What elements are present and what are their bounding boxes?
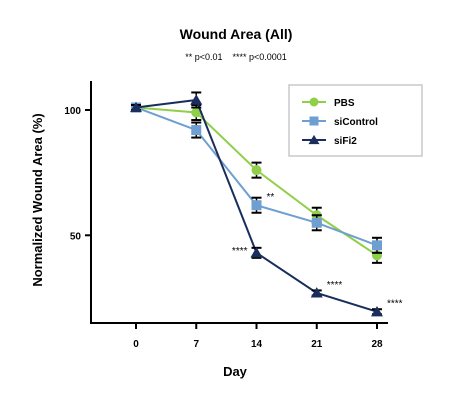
x-axis-label: Day [223,364,248,379]
x-tick-label: 7 [193,339,199,350]
significance-annotation: **** [232,246,248,257]
legend: PBS siControl siFi2 [288,84,423,157]
data-point [371,305,383,317]
legend-marker [309,116,319,126]
x-tick-label: 0 [133,339,139,350]
significance-annotation: ** [267,192,275,203]
significance-annotation: **** [327,280,343,291]
series-sifi2 [130,91,383,317]
legend-label: siFi2 [334,136,357,147]
data-point [250,247,263,258]
x-tick-label: 14 [251,339,263,350]
legend-marker [309,97,319,107]
legend-item-pbs: PBS [302,97,355,109]
legend-item-sifi2: siFi2 [302,134,357,147]
significance-annotation: **** [387,299,403,310]
x-tick-label: 21 [311,339,323,350]
data-point [130,101,142,113]
legend-marker [308,134,320,145]
data-point [191,125,202,136]
series-layer [130,91,383,317]
data-point [251,200,262,211]
axes [90,81,388,324]
data-point [372,240,382,251]
legend-label: siControl [334,117,378,128]
y-tick-label: 100 [64,106,81,117]
y-tick-label: 50 [70,231,82,242]
data-point [251,165,262,176]
data-point [311,217,322,228]
data-point [191,107,202,118]
y-ticks: 50 100 [64,106,91,242]
chart-title: Wound Area (All) [180,26,293,42]
annotations: ************** [232,192,403,310]
x-tick-label: 28 [371,339,383,350]
legend-label: PBS [334,98,355,109]
chart-subtitle: ** p<0.01 **** p<0.0001 [185,52,287,62]
data-point [310,287,323,298]
legend-item-sicontrol: siControl [302,116,378,128]
x-ticks: 0 7 14 21 28 [133,323,383,350]
y-axis-label: Normalized Wound Area (%) [30,113,45,286]
data-point [190,94,203,105]
